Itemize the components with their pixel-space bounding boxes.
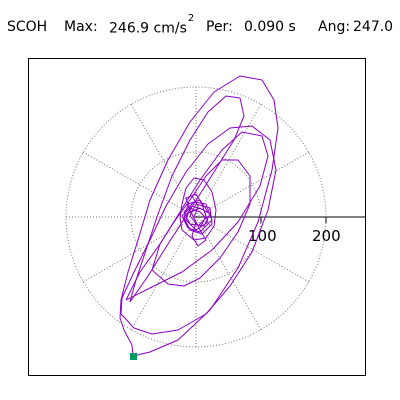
spoke: [82, 216, 197, 283]
trace-dense-core-2: [185, 193, 207, 247]
spoke: [82, 151, 197, 218]
period-label: Per:: [206, 19, 233, 35]
spoke: [195, 216, 310, 283]
tick-label-100: 100: [248, 227, 277, 245]
spoke: [130, 216, 197, 331]
tick-label-200: 200: [312, 227, 341, 245]
radial-spokes: [66, 87, 310, 347]
max-label: Max:: [64, 19, 98, 35]
trace-loop-5: [129, 95, 245, 303]
angle-value: 247.0: [353, 19, 394, 35]
header-bar: SCOH Max: 246.9 cm/s2 Per: 0.090 s Ang: …: [7, 13, 397, 38]
start-marker: [130, 353, 137, 360]
trace-loop-4: [151, 159, 251, 287]
trace-inner-loop: [179, 177, 217, 241]
max-value: 246.9 cm/s2: [109, 13, 195, 37]
spoke: [195, 103, 262, 218]
range-axis: [196, 216, 366, 223]
period-value: 0.090 s: [244, 19, 296, 35]
trace-loop-2: [120, 125, 277, 335]
motion-trace: [119, 75, 279, 357]
spoke: [130, 103, 197, 218]
trace-outer-loop: [119, 75, 279, 357]
station-code: SCOH: [7, 19, 48, 35]
spoke: [195, 216, 262, 331]
angle-label: Ang:: [318, 19, 351, 35]
